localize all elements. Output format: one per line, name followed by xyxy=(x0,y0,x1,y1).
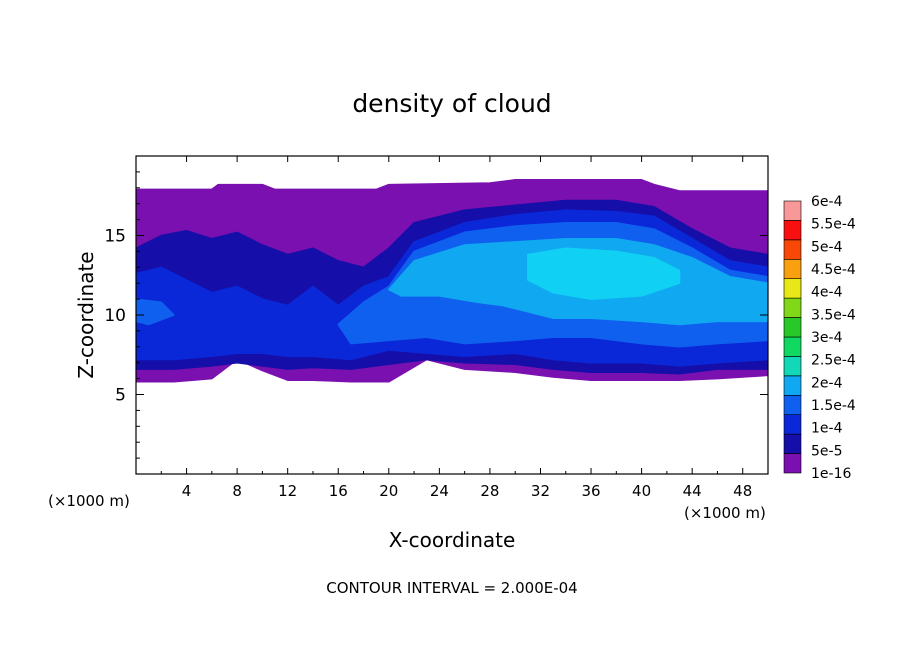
y-axis-unit: (×1000 m) xyxy=(48,492,130,510)
colorbar-swatch xyxy=(783,356,802,377)
colorbar: 1e-16 5e-5 1e-4 1.5e-4 2e-4 2.5e-4 3e-4 3.5e-4 4… xyxy=(783,194,856,482)
x-tick-label: 40 xyxy=(632,482,651,500)
colorbar-swatch xyxy=(783,200,802,221)
colorbar-swatch xyxy=(783,375,802,396)
x-tick-label: 24 xyxy=(430,482,449,500)
x-tick-label: 28 xyxy=(480,482,499,500)
x-tick-label: 44 xyxy=(683,482,702,500)
x-tick-label: 48 xyxy=(733,482,752,500)
colorbar-label: 3.5e-4 xyxy=(811,307,856,323)
colorbar-swatch xyxy=(783,297,802,318)
colorbar-swatch xyxy=(783,336,802,357)
colorbar-swatch xyxy=(783,394,802,415)
x-tick-label: 36 xyxy=(581,482,600,500)
cloud-field xyxy=(136,179,768,383)
x-tick-label: 16 xyxy=(329,482,348,500)
colorbar-swatch xyxy=(783,433,802,454)
colorbar-swatch xyxy=(783,453,802,474)
colorbar-label: 4e-4 xyxy=(811,285,843,301)
x-tick-label: 12 xyxy=(278,482,297,500)
colorbar-label: 1e-16 xyxy=(811,466,851,482)
x-tick-label: 20 xyxy=(379,482,398,500)
colorbar-label: 1e-4 xyxy=(811,421,843,437)
colorbar-swatch xyxy=(783,317,802,338)
chart-title: density of cloud xyxy=(352,89,551,118)
cloud-contour-6 xyxy=(527,247,681,300)
x-tick-label: 4 xyxy=(182,482,192,500)
colorbar-swatch xyxy=(783,278,802,299)
y-axis-label: Z-coordinate xyxy=(74,251,98,378)
colorbar-label: 1.5e-4 xyxy=(811,398,856,414)
colorbar-swatch xyxy=(783,239,802,260)
contour-interval-footer: CONTOUR INTERVAL = 2.000E-04 xyxy=(326,579,577,597)
x-axis: 4 8 12 16 20 24 28 32 36 40 44 48 xyxy=(160,156,752,500)
colorbar-label: 2.5e-4 xyxy=(811,353,856,369)
colorbar-label: 5e-5 xyxy=(811,443,842,459)
y-tick-label: 10 xyxy=(104,306,126,326)
colorbar-label: 6e-4 xyxy=(811,194,843,210)
colorbar-label: 3e-4 xyxy=(811,330,843,346)
y-tick-label: 15 xyxy=(104,227,126,247)
cloud-contour-3 xyxy=(136,298,175,326)
colorbar-label: 5.5e-4 xyxy=(811,217,856,233)
x-tick-label: 8 xyxy=(232,482,242,500)
colorbar-swatch xyxy=(783,220,802,241)
x-axis-label: X-coordinate xyxy=(389,528,516,552)
x-tick-label: 32 xyxy=(531,482,550,500)
colorbar-swatch xyxy=(783,258,802,279)
colorbar-label: 4.5e-4 xyxy=(811,262,856,278)
x-axis-unit: (×1000 m) xyxy=(684,504,766,522)
colorbar-label: 5e-4 xyxy=(811,239,843,255)
colorbar-swatch xyxy=(783,414,802,435)
colorbar-label: 2e-4 xyxy=(811,375,843,391)
y-axis: 5 10 15 xyxy=(104,171,768,459)
y-tick-label: 5 xyxy=(115,386,126,406)
